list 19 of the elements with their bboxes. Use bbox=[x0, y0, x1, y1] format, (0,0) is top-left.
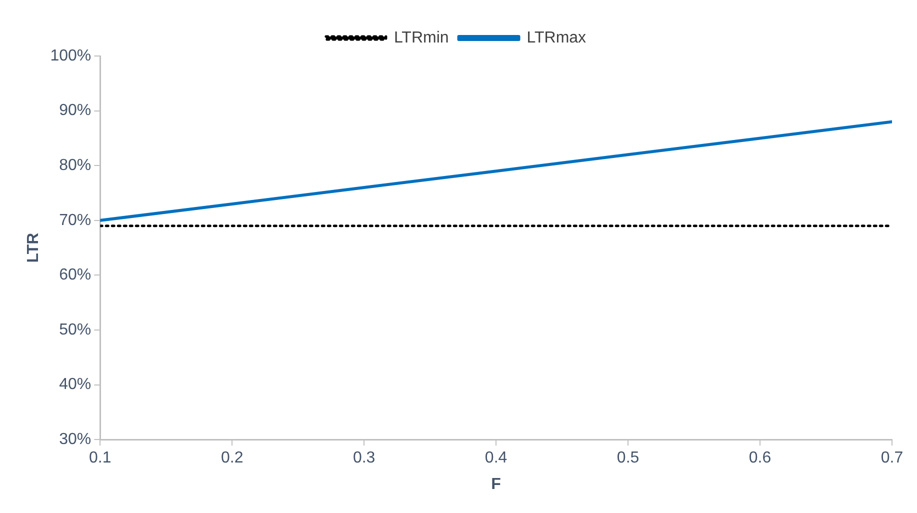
x-tick-label: 0.7 bbox=[880, 450, 904, 467]
y-axis-title: LTR bbox=[25, 232, 42, 263]
y-tick-label: 30% bbox=[59, 431, 92, 448]
y-tick-label: 60% bbox=[59, 266, 92, 284]
x-tick-label: 0.6 bbox=[748, 450, 772, 467]
y-tick-label: 80% bbox=[59, 157, 92, 174]
legend-label: LTRmin bbox=[394, 29, 449, 46]
x-tick-label: 0.4 bbox=[484, 450, 508, 467]
x-tick-label: 0.5 bbox=[616, 450, 640, 467]
legend-label: LTRmax bbox=[526, 29, 586, 46]
x-tick-label: 0.2 bbox=[220, 450, 244, 467]
y-tick-label: 90% bbox=[59, 102, 92, 120]
y-tick-label: 40% bbox=[59, 376, 92, 394]
x-axis-title: F bbox=[491, 476, 502, 493]
y-tick-label: 70% bbox=[59, 212, 92, 229]
x-tick-label: 0.1 bbox=[88, 450, 112, 467]
y-tick-label: 50% bbox=[59, 321, 92, 338]
x-tick-label: 0.3 bbox=[352, 450, 376, 467]
y-tick-label: 100% bbox=[50, 47, 92, 64]
